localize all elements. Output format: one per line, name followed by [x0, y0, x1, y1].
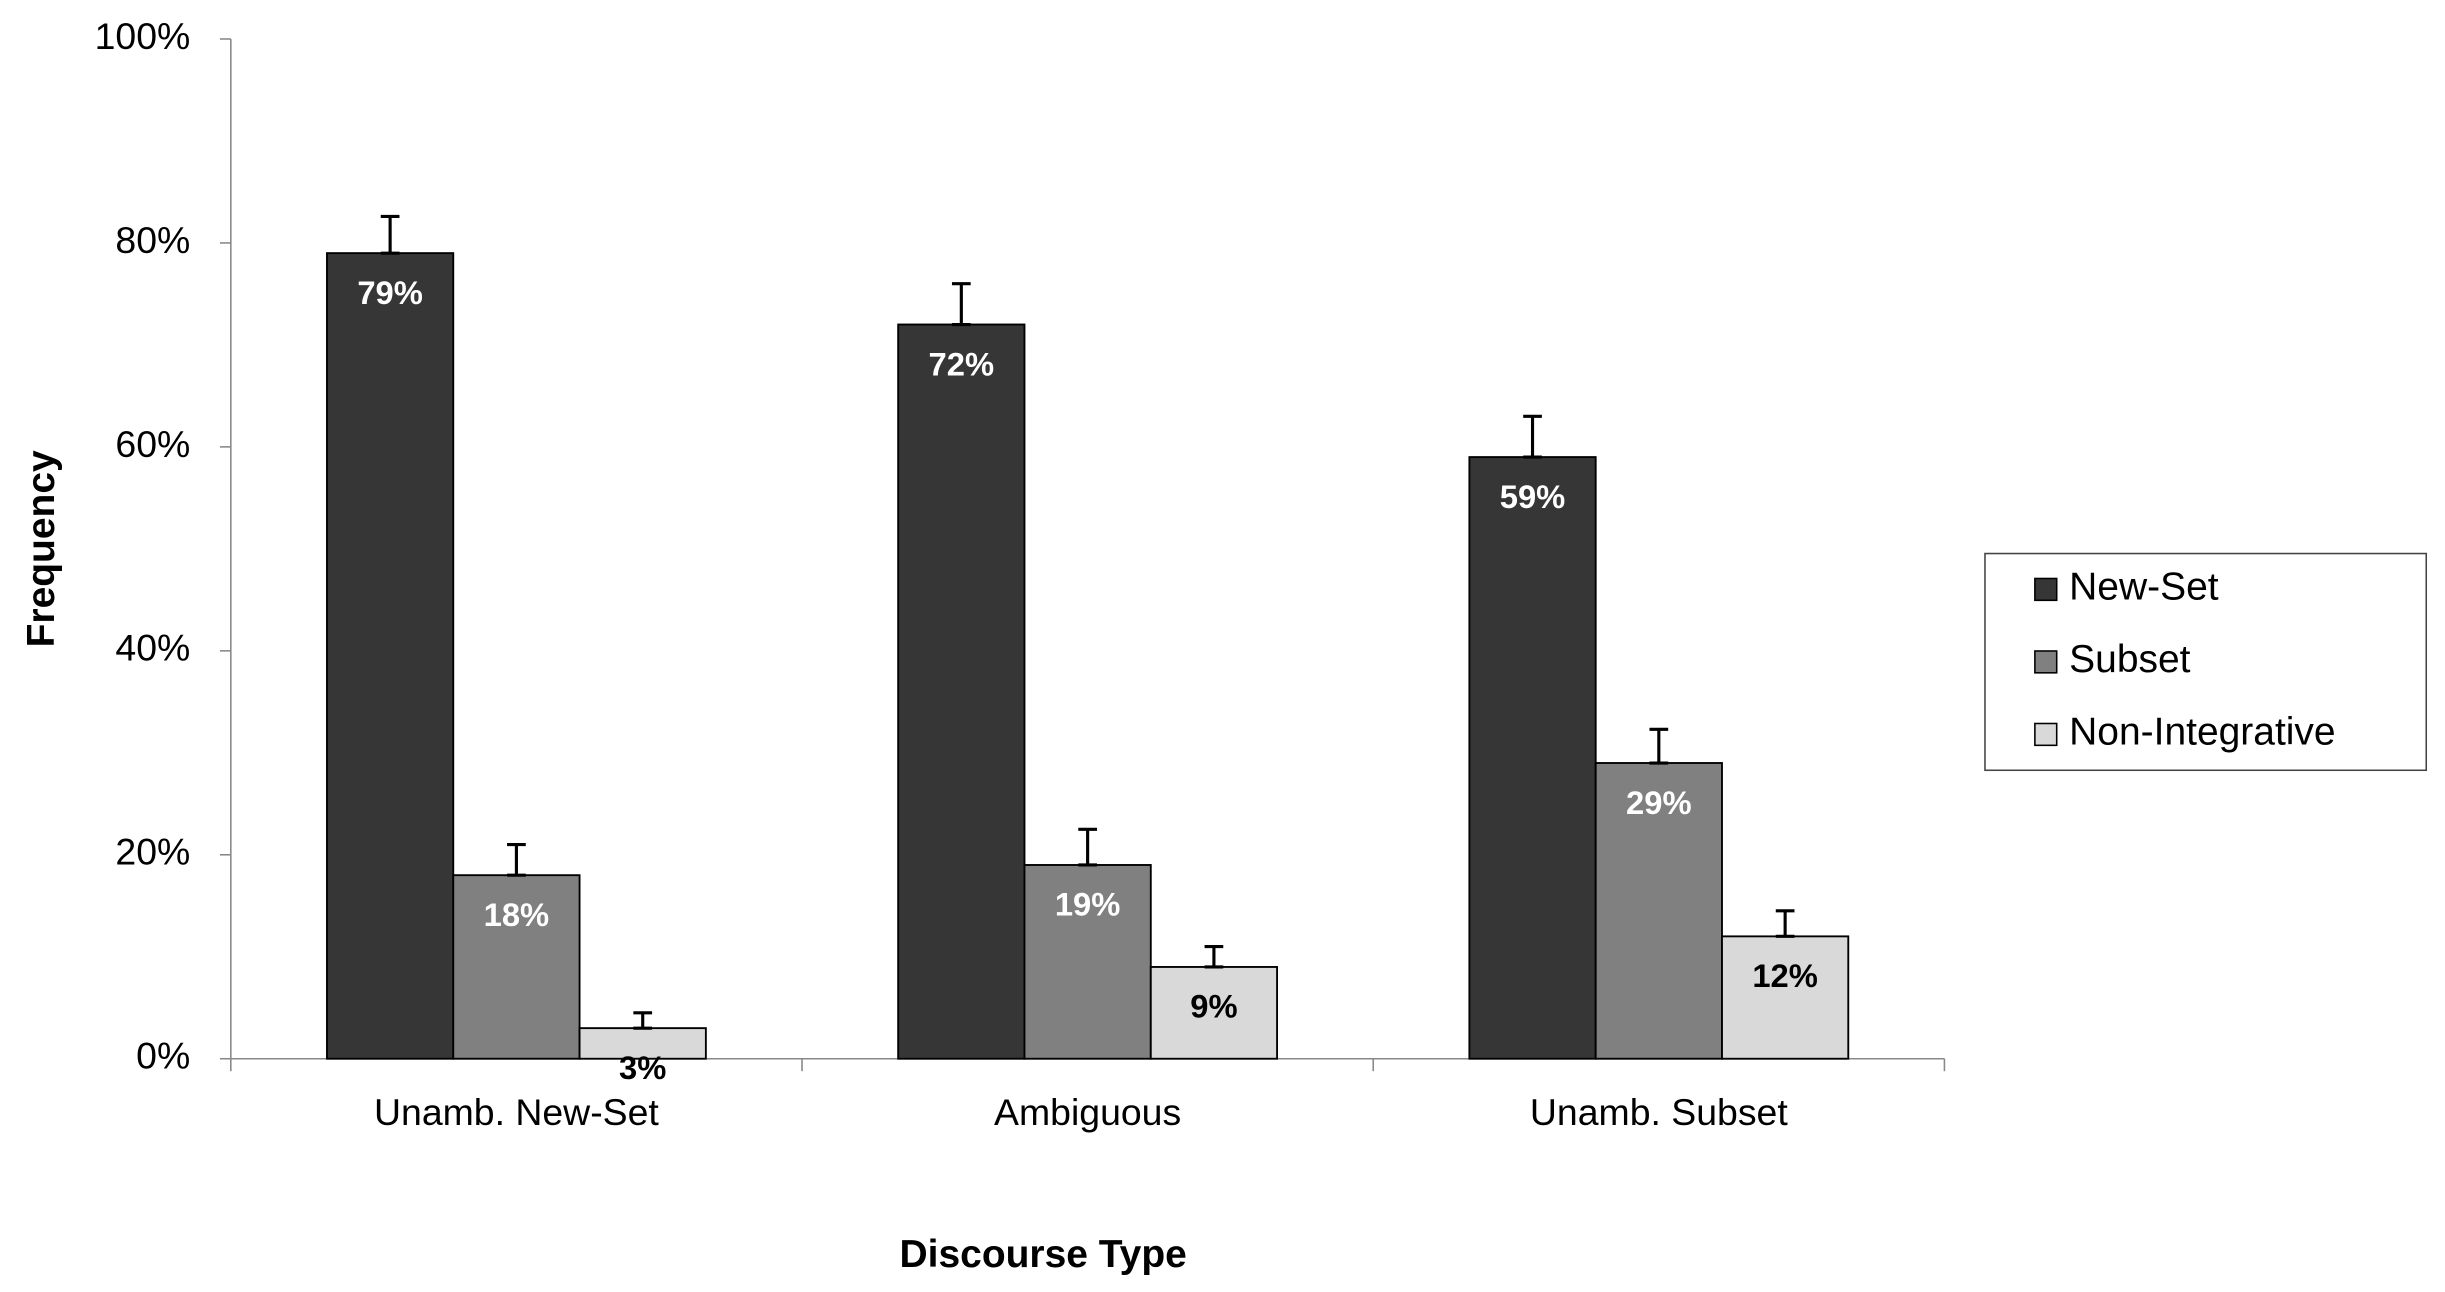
error-bar — [951, 282, 971, 327]
y-axis-title: Frequency — [20, 450, 63, 647]
bar — [1468, 456, 1597, 1060]
error-bar — [1775, 909, 1795, 938]
bar — [1149, 966, 1279, 1060]
legend-label: Non-Integrative — [2069, 711, 2335, 754]
legend-label: New-Set — [2069, 566, 2219, 609]
bar — [1721, 935, 1850, 1060]
error-bar — [1078, 827, 1097, 867]
data-label: 12% — [1752, 957, 1818, 994]
error-bar — [507, 843, 526, 877]
error-bar — [380, 214, 400, 255]
error-bar — [1649, 727, 1669, 765]
x-tick-label: Ambiguous — [994, 1091, 1181, 1133]
legend-swatch — [2034, 577, 2058, 602]
bar — [897, 323, 1026, 1060]
legend-box — [1984, 552, 2428, 772]
data-label: 18% — [484, 896, 550, 933]
error-bar — [633, 1011, 653, 1030]
data-label: 3% — [619, 1049, 666, 1086]
y-tick-label: 0% — [136, 1035, 190, 1077]
y-tick-label: 20% — [115, 831, 190, 873]
legend-swatch — [2034, 650, 2058, 674]
data-label: 29% — [1626, 784, 1692, 821]
data-label: 59% — [1500, 478, 1566, 515]
data-label: 72% — [929, 345, 995, 382]
x-tick-label: Unamb. New-Set — [374, 1091, 659, 1133]
bar — [1594, 762, 1723, 1060]
legend-label: Subset — [2069, 638, 2190, 681]
data-label: 19% — [1055, 886, 1121, 923]
data-label: 79% — [357, 274, 423, 311]
data-label: 9% — [1190, 988, 1237, 1025]
legend-swatch — [2034, 722, 2058, 747]
y-tick-label: 100% — [95, 15, 191, 57]
y-tick-label: 60% — [115, 423, 190, 465]
y-tick-label: 40% — [115, 627, 190, 669]
y-tick-label: 80% — [115, 219, 190, 261]
error-bar — [1204, 945, 1224, 969]
error-bar — [1523, 414, 1542, 459]
x-tick-label: Unamb. Subset — [1530, 1091, 1788, 1133]
x-axis-title: Discourse Type — [900, 1233, 1187, 1276]
bar — [326, 252, 455, 1060]
